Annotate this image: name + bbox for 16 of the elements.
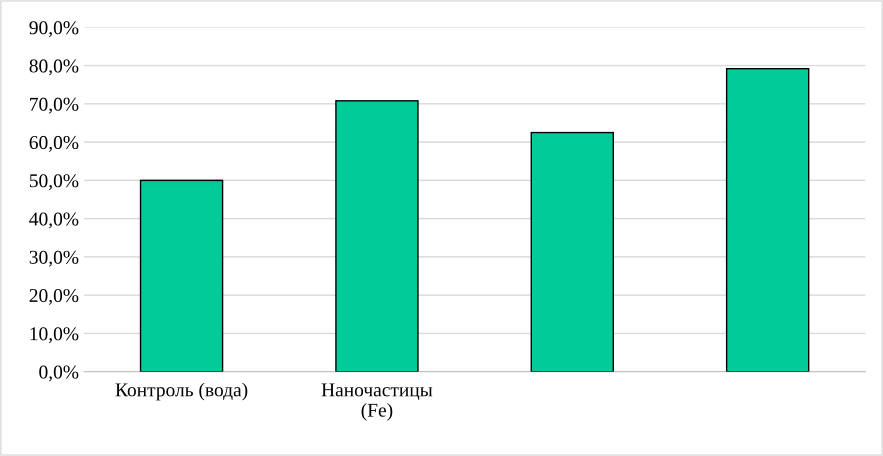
y-tick-label: 50,0%: [30, 174, 78, 190]
y-tick-label: 30,0%: [30, 250, 78, 267]
y-tick-label: 90,0%: [29, 21, 78, 38]
y-tick-label: 40,0%: [29, 212, 78, 228]
bar: [530, 132, 614, 372]
bar: [335, 100, 419, 372]
y-tick-label: 20,0%: [30, 288, 78, 305]
x-tick-label: Наночастицы (Fe): [322, 384, 432, 421]
y-tick-label: 0,0%: [39, 365, 78, 382]
x-tick-label: Контроль (вода): [116, 382, 248, 400]
bar: [726, 68, 810, 372]
y-tick-label: 70,0%: [30, 98, 78, 114]
bar: [140, 180, 224, 372]
y-tick-label: 10,0%: [30, 327, 78, 344]
y-tick-label: 60,0%: [30, 136, 78, 152]
y-tick-label: 80,0%: [30, 59, 78, 76]
